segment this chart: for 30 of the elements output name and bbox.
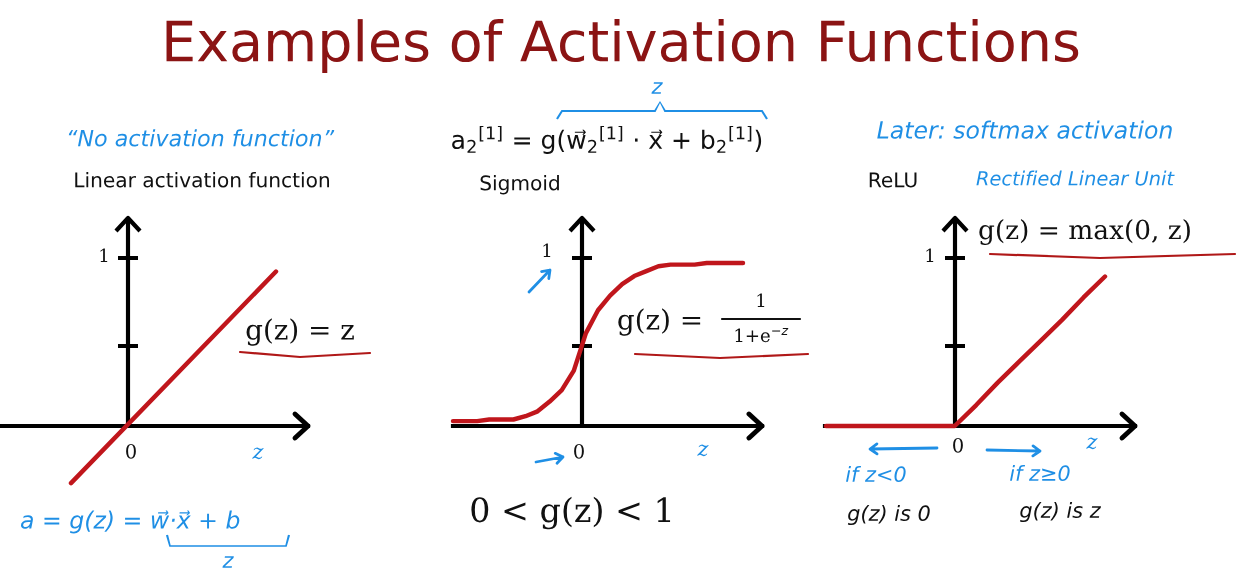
- text: 0 < g(z) < 1: [471, 496, 671, 530]
- text: 1: [543, 243, 551, 257]
- annotation: 0: [126, 443, 136, 459]
- x-axis-title: z: [697, 444, 709, 457]
- text: Rectified Linear Unit: [976, 170, 1175, 186]
- text: 0: [953, 437, 963, 453]
- text: Examples of Activation Functions: [166, 19, 1079, 73]
- text: 1: [100, 248, 108, 262]
- x-axis-title: z: [1086, 437, 1098, 450]
- text: 1: [926, 248, 934, 262]
- text: if z<0: [846, 465, 906, 483]
- text: g(z) is 0: [847, 504, 930, 526]
- text: a = g(z) = w⃗·x⃗ + b: [20, 510, 240, 534]
- annotation: 1: [757, 293, 765, 307]
- x-axis-title: z: [252, 447, 264, 460]
- text: Later: softmax activation: [877, 120, 1172, 139]
- chart-title: Sigmoid: [480, 174, 559, 195]
- annotation: g(z) = z: [246, 318, 354, 346]
- text: z: [222, 556, 234, 568]
- text: a$_{2}$$^{[1]}$ = g(w⃗$_{2}$$^{[1]}$ · x⃗ + b$_{2}$$^{[1]}$): [452, 125, 762, 154]
- text: if z≥0: [1010, 464, 1070, 482]
- annotation: g(z) =: [618, 308, 701, 336]
- text: g(z) = max(0, z): [979, 219, 1190, 245]
- text: g(z) is z: [1020, 501, 1101, 523]
- annotation: 1+e$^{−z}$: [735, 328, 789, 343]
- text: 0: [574, 443, 584, 459]
- text: “No activation function”: [68, 129, 335, 147]
- chart-title: ReLU: [869, 172, 917, 188]
- chart-title: Linear activation function: [75, 171, 329, 188]
- text: z: [651, 82, 663, 94]
